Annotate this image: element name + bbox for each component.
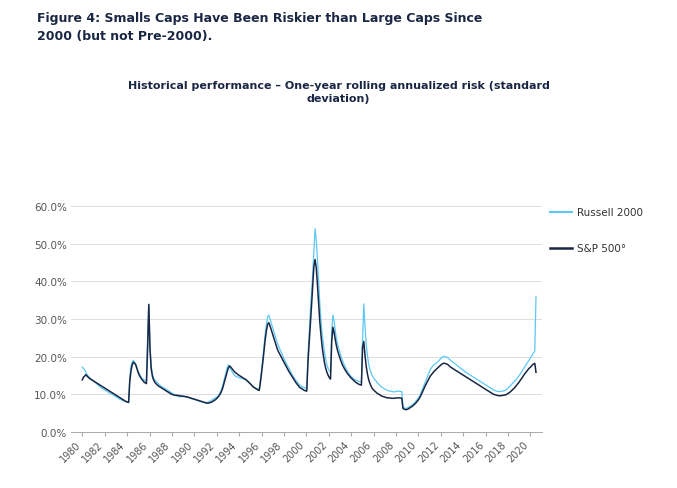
Text: Figure 4: Smalls Caps Have Been Riskier than Large Caps Since
2000 (but not Pre-: Figure 4: Smalls Caps Have Been Riskier … (37, 12, 483, 42)
Text: Russell 2000: Russell 2000 (577, 207, 643, 217)
Text: Historical performance – One-year rolling annualized risk (standard
deviation): Historical performance – One-year rollin… (127, 81, 550, 103)
Text: S&P 500°: S&P 500° (577, 244, 627, 254)
